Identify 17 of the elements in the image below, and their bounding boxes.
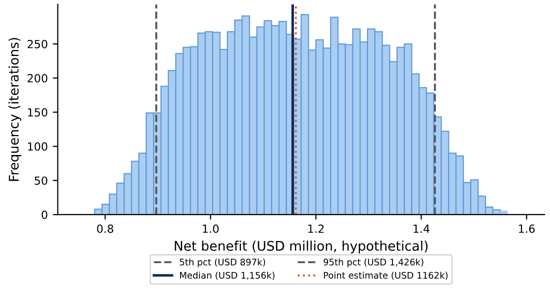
legend-label: 95th pct (USD 1,426k) <box>324 258 424 268</box>
y-tick-label: 100 <box>28 142 48 151</box>
x-tick-label: 1.6 <box>518 224 535 233</box>
x-tick-label: 1.2 <box>308 224 324 233</box>
x-tick-label: 0.8 <box>97 224 114 233</box>
x-tick-label: 1.0 <box>202 224 219 233</box>
legend-label: Point estimate (USD 1162k) <box>324 272 448 280</box>
legend-label: 5th pct (USD 897k) <box>180 258 266 268</box>
legend-label: Median (USD 1,156k) <box>180 272 274 280</box>
y-tick-label: 0 <box>42 210 48 219</box>
y-tick-label: 50 <box>34 176 48 185</box>
y-tick-label: 150 <box>28 108 48 117</box>
y-tick-label: 250 <box>28 40 48 48</box>
x-axis-title: Net benefit (USD million, hypothetical) <box>174 240 428 254</box>
x-tick-label: 1.4 <box>414 224 430 233</box>
y-tick-label: 200 <box>28 74 48 82</box>
y-axis-title: Frequency (iterations) <box>8 38 22 181</box>
